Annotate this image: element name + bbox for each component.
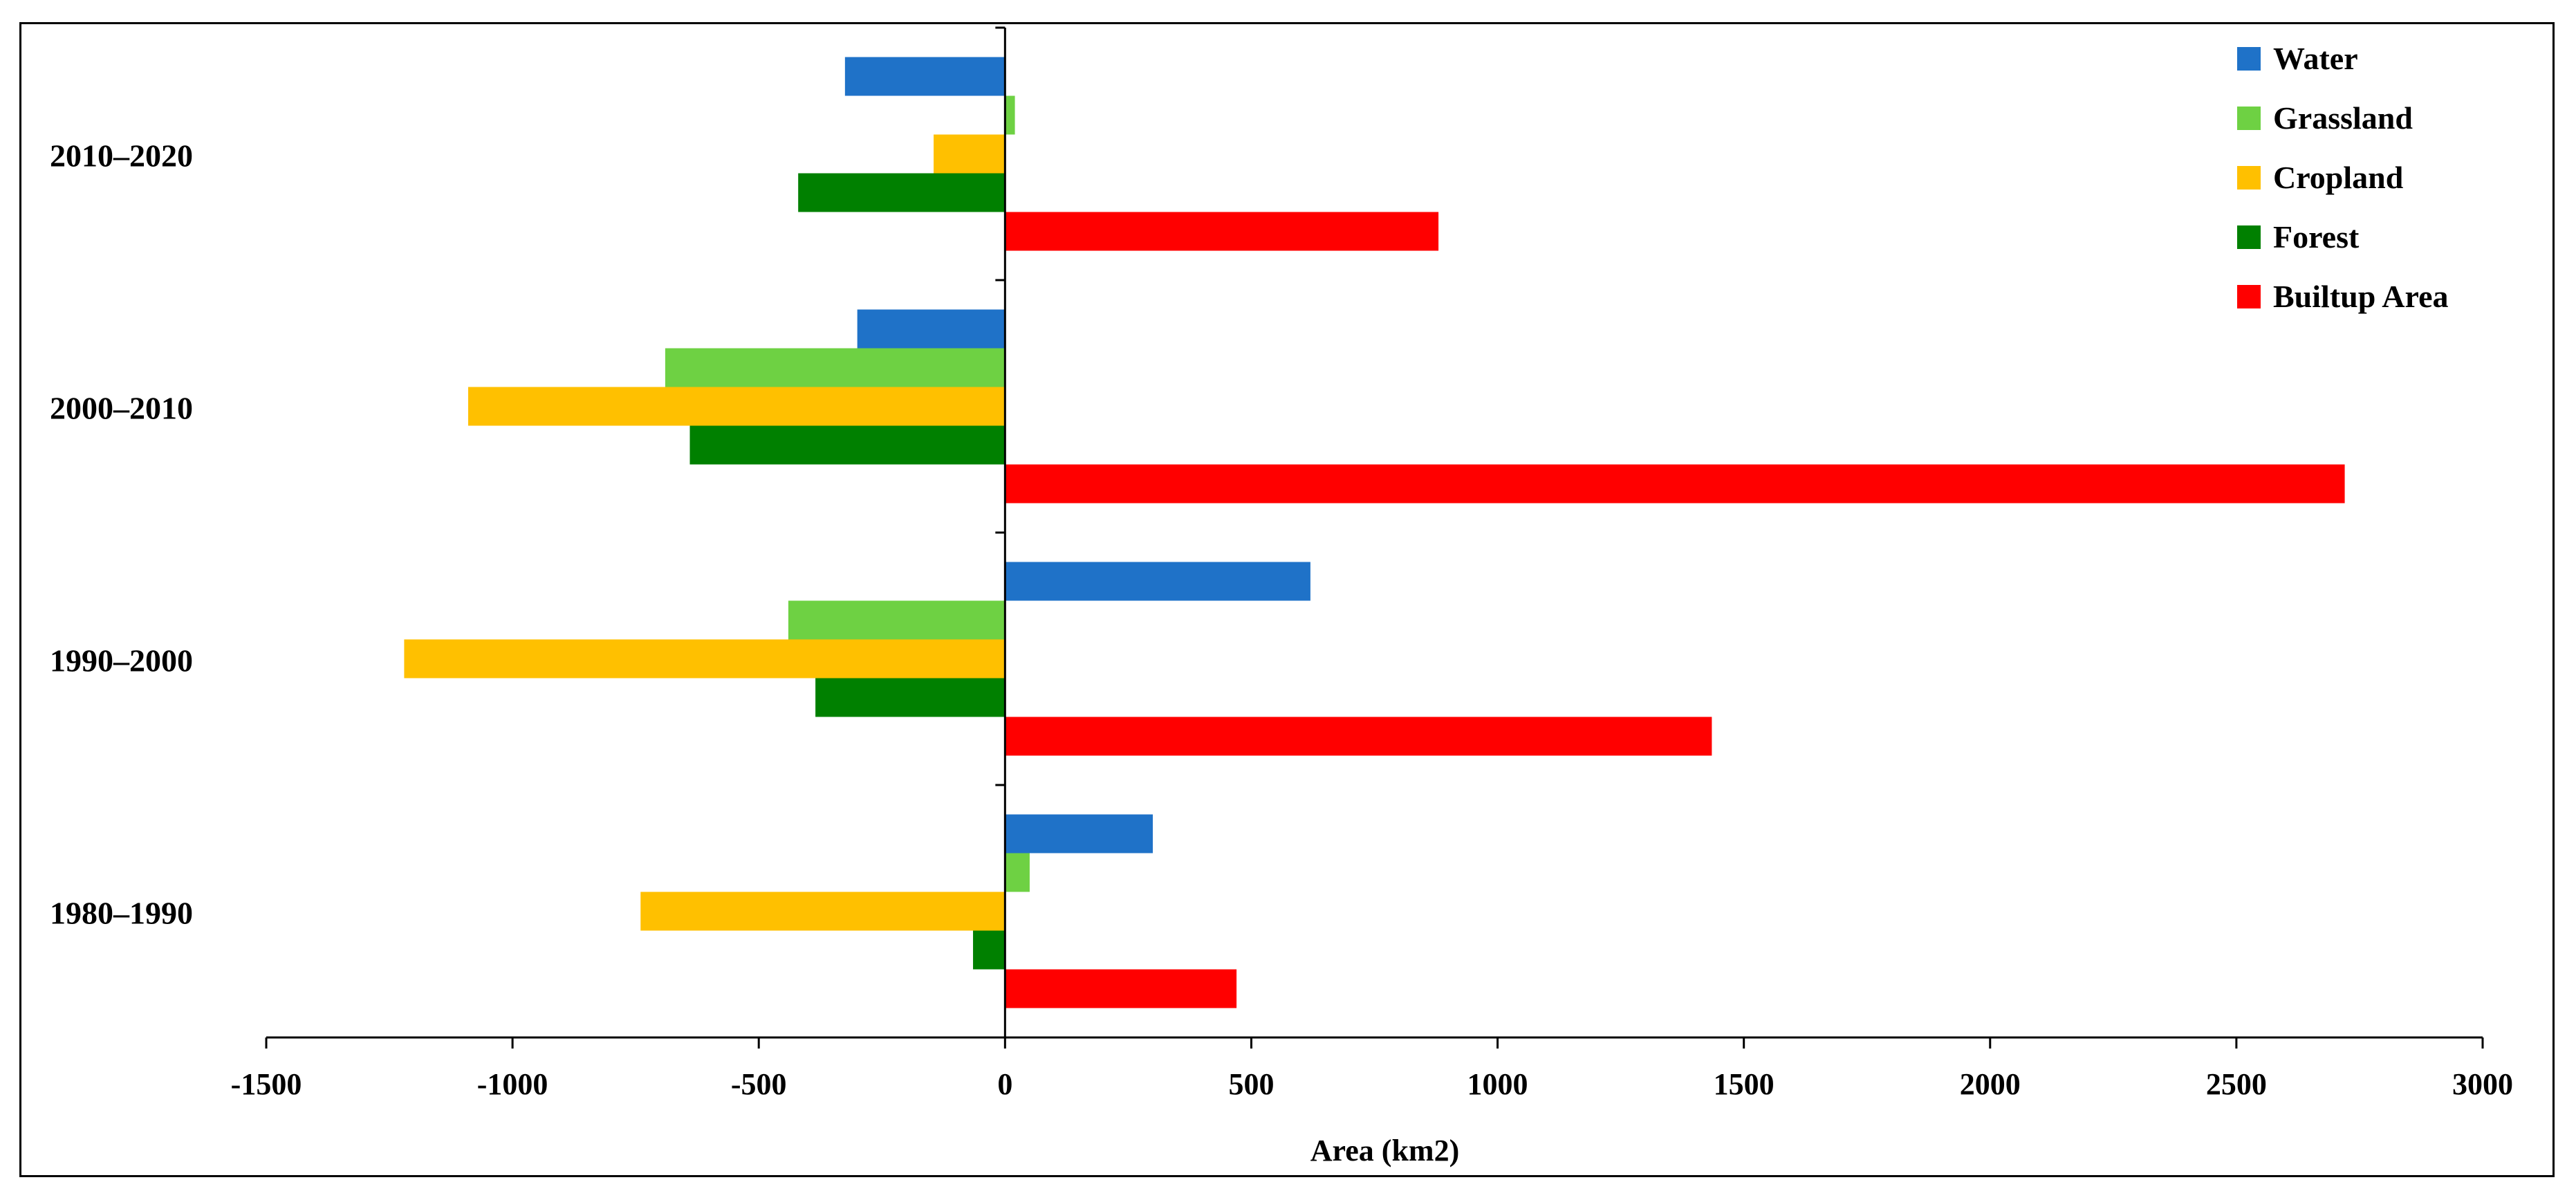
x-tick-label: 2000 <box>1960 1067 2021 1101</box>
legend-label: Grassland <box>2273 100 2413 136</box>
x-tick-label: 2500 <box>2206 1067 2267 1101</box>
bar-grassland-3 <box>1005 853 1030 892</box>
bar-cropland-2 <box>404 639 1006 679</box>
x-tick-label: 0 <box>997 1067 1012 1101</box>
x-tick-label: -1500 <box>231 1067 302 1101</box>
legend-swatch-forest <box>2237 225 2261 249</box>
x-tick-label: 3000 <box>2452 1067 2513 1101</box>
legend-label: Builtup Area <box>2273 279 2449 314</box>
bar-grassland-0 <box>1005 95 1015 135</box>
bar-water-2 <box>1005 562 1310 601</box>
bar-water-1 <box>857 309 1006 349</box>
legend-label: Forest <box>2273 219 2360 255</box>
bar-forest-0 <box>798 173 1006 212</box>
legend-swatch-builtup-area <box>2237 285 2261 308</box>
bar-forest-1 <box>689 425 1006 465</box>
bar-water-3 <box>1005 814 1153 853</box>
bar-cropland-1 <box>468 387 1006 426</box>
legend-label: Cropland <box>2273 160 2404 195</box>
legend-swatch-cropland <box>2237 166 2261 190</box>
category-label: 2010–2020 <box>50 138 193 174</box>
bar-forest-2 <box>815 678 1006 717</box>
bar-water-0 <box>844 57 1006 96</box>
category-label: 1980–1990 <box>50 896 193 931</box>
x-tick-label: 1000 <box>1467 1067 1528 1101</box>
legend-swatch-grassland <box>2237 107 2261 130</box>
x-tick-label: 500 <box>1228 1067 1274 1101</box>
bar-cropland-0 <box>934 134 1006 174</box>
category-label: 2000–2010 <box>50 391 193 426</box>
legend-swatch-water <box>2237 47 2261 71</box>
bar-builtup-area-3 <box>1005 969 1237 1008</box>
bar-forest-3 <box>973 930 1006 970</box>
x-axis-title: Area (km2) <box>1310 1134 1459 1167</box>
x-tick-label: -1000 <box>477 1067 548 1101</box>
bar-builtup-area-1 <box>1005 464 2345 504</box>
chart-frame <box>19 22 2555 1177</box>
bar-grassland-1 <box>665 348 1006 387</box>
bar-builtup-area-2 <box>1005 717 1712 756</box>
legend-label: Water <box>2273 41 2358 76</box>
bar-cropland-3 <box>640 892 1006 931</box>
bar-grassland-2 <box>788 600 1006 640</box>
x-tick-label: -500 <box>731 1067 787 1101</box>
category-label: 1990–2000 <box>50 643 193 679</box>
bar-builtup-area-0 <box>1005 212 1439 251</box>
x-tick-label: 1500 <box>1714 1067 1775 1101</box>
